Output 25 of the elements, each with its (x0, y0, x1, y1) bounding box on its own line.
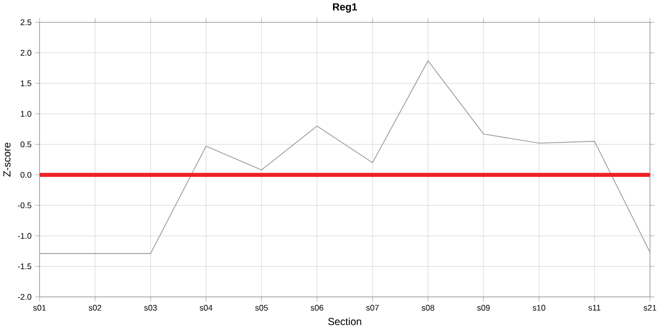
y-tick-label: 1.0 (20, 111, 32, 117)
y-tick-label: -2.0 (18, 294, 32, 300)
x-tick-label: s10 (532, 305, 546, 311)
x-tick-label: s06 (310, 305, 324, 311)
y-tick-label: -1.5 (18, 264, 32, 270)
y-tick-label: 0.5 (20, 142, 32, 148)
x-tick-label: s07 (366, 305, 379, 311)
x-tick-label: s05 (255, 305, 268, 311)
x-tick-label: s08 (422, 305, 434, 311)
x-tick-label: s11 (588, 305, 600, 311)
y-tick-label: -1.0 (18, 233, 32, 239)
y-tick-label: 1.5 (20, 80, 32, 86)
x-tick-label: s09 (477, 305, 490, 311)
y-tick-label: 2.0 (20, 50, 32, 56)
x-tick-label: s01 (33, 305, 46, 311)
y-tick-label: -0.5 (18, 202, 32, 208)
x-tick-label: s04 (200, 305, 212, 311)
x-tick-label: s03 (144, 305, 157, 311)
y-axis-title: Z-score (3, 142, 11, 177)
x-tick-label: s02 (88, 305, 102, 311)
chart-title: Reg1 (333, 4, 357, 13)
y-tick-label: 0.0 (20, 172, 32, 178)
x-axis-title: Section (328, 318, 362, 326)
y-tick-label: 2.5 (20, 20, 32, 26)
x-tick-label: s21 (644, 305, 656, 311)
